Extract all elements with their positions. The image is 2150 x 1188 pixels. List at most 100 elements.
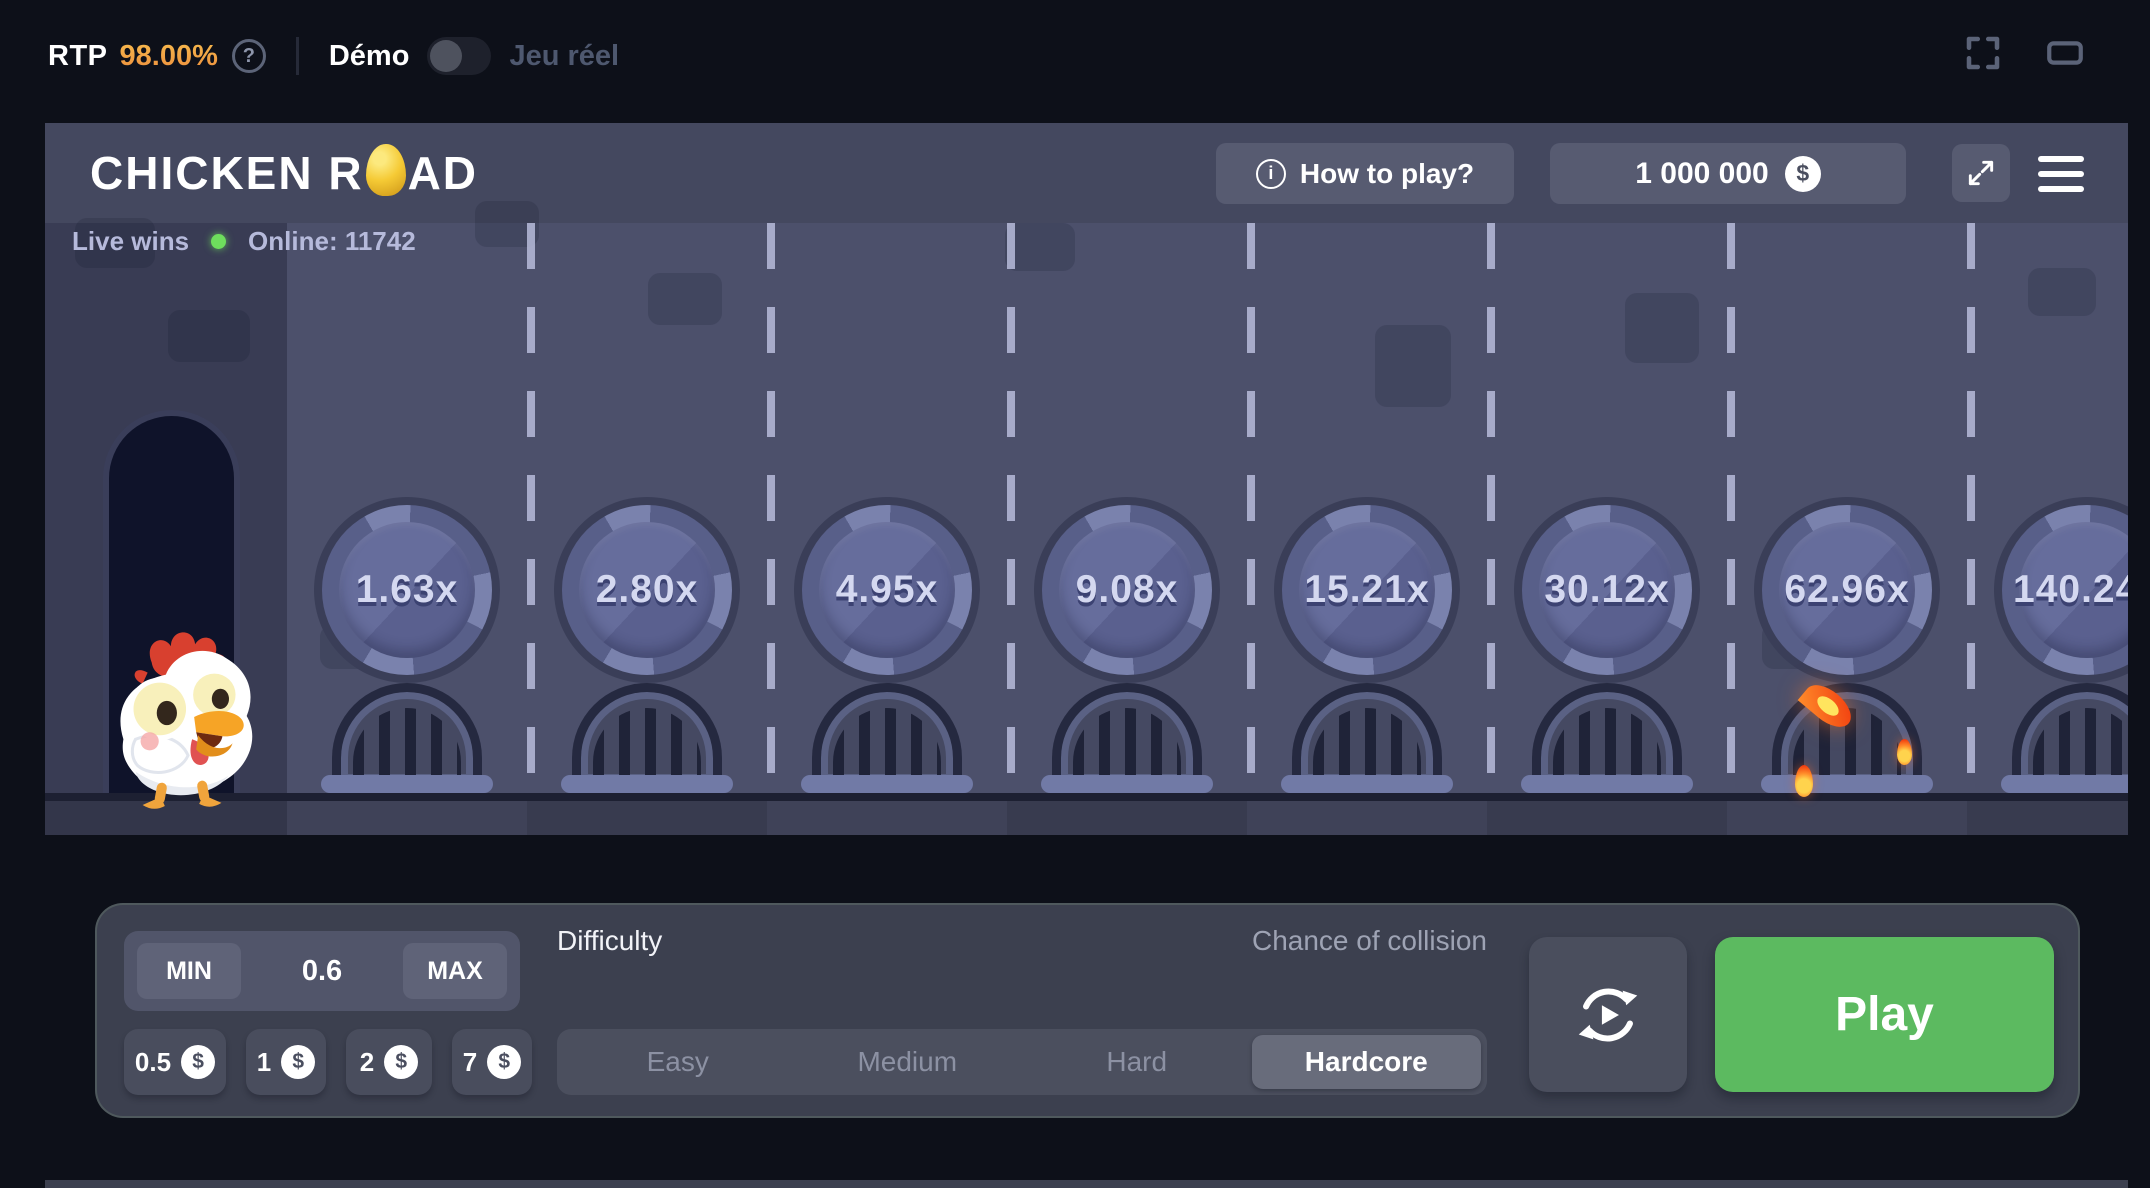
toggle-knob [430,40,463,72]
help-icon[interactable]: ? [231,39,266,73]
dollar-coin-icon: $ [487,1045,522,1079]
multiplier-manhole: 15.21x [1274,497,1460,683]
lane-divider [1487,223,1495,793]
road-patch [1625,293,1699,363]
multiplier-manhole: 9.08x [1034,497,1220,683]
drain-sill [2001,775,2128,793]
lane-3: 4.95x [767,223,1007,793]
multiplier-manhole: 2.80x [554,497,740,683]
quick-bet-2-button[interactable]: 2 $ [346,1029,432,1095]
multiplier-manhole: 4.95x [794,497,980,683]
quick-bet-0.5-button[interactable]: 0.5 $ [124,1029,226,1095]
drain-sill [801,775,973,793]
lane-divider [767,223,775,793]
drain-grate [1292,683,1442,781]
live-wins-label: Live wins [72,226,190,256]
quick-bet-value: 1 [256,1046,272,1077]
real-money-label: Jeu réel [509,39,620,72]
multiplier-manhole: 62.96x [1754,497,1940,683]
lane-divider [1247,223,1255,793]
dollar-coin-icon: $ [181,1045,216,1079]
game-area: CHICKEN R AD i How to play? 1 000 000 $ [45,123,2128,835]
road-patch [168,310,250,362]
online-dot [211,234,227,249]
lane-divider [1967,223,1975,793]
play-button[interactable]: Play [1715,937,2054,1092]
curb-line [45,793,2128,801]
chicken-road-logo: CHICKEN R AD [90,144,478,202]
theater-mode-icon[interactable] [2042,32,2088,74]
egg-icon [365,144,406,196]
fullscreen-icon[interactable] [1962,32,2004,74]
control-panel: 0.6 MIN MAX 0.5 $ 1 $ 2 $ 7 $ Difficulty… [95,903,2080,1118]
multiplier-manhole: 1.63x [314,497,500,683]
how-to-play-button[interactable]: i How to play? [1216,143,1514,204]
road-patch [2028,268,2096,316]
bet-amount-bar: 0.6 MIN MAX [124,931,520,1011]
fire-flame [1897,739,1912,765]
logo-text-right: AD [407,147,479,199]
road-patch [648,273,722,325]
quick-bet-value: 0.5 [134,1046,172,1077]
drain-grate [1532,683,1682,781]
rtp-label: RTP [48,39,108,72]
lane-8: 140.24x [1967,223,2128,793]
lane-6: 30.12x [1487,223,1727,793]
lane-1: 1.63x [287,223,527,793]
difficulty-selector: Easy Medium Hard Hardcore [557,1029,1487,1095]
balance-value: 1 000 000 [1635,156,1769,190]
road-patch [1005,223,1075,271]
multiplier-manhole: 140.24x [1994,497,2128,683]
drain-sill [1281,775,1453,793]
curb-strip [45,801,2128,835]
bottom-section-edge [45,1180,2128,1188]
drain-grate [572,683,722,781]
drain-grate [1052,683,1202,781]
chance-of-collision-label: Chance of collision [1251,925,1487,956]
lane-2: 2.80x [527,223,767,793]
autoplay-button[interactable] [1529,937,1687,1092]
multiplier-value: 15.21x [1304,568,1430,611]
min-bet-button[interactable]: MIN [137,943,241,999]
difficulty-hardcore[interactable]: Hardcore [1251,1035,1481,1089]
quick-bet-value: 7 [462,1046,478,1077]
drain-grate [2012,683,2128,781]
fire-flame [1795,765,1813,797]
lane-7: 62.96x [1727,223,1967,793]
demo-real-toggle[interactable] [427,37,492,75]
lane-divider [1727,223,1735,793]
difficulty-medium[interactable]: Medium [857,1046,958,1077]
expand-button[interactable] [1952,144,2010,202]
max-bet-button[interactable]: MAX [403,943,507,999]
balance-display[interactable]: 1 000 000 $ [1550,143,1906,204]
drain-sill [1041,775,1213,793]
drain-sill [1521,775,1693,793]
quick-bet-1-button[interactable]: 1 $ [246,1029,326,1095]
lane-5: 15.21x [1247,223,1487,793]
lane-divider [527,223,535,793]
road-patch [75,218,155,268]
drain-sill [1761,775,1933,793]
road-patch [1375,325,1451,407]
quick-bet-7-button[interactable]: 7 $ [452,1029,532,1095]
live-status-bar: Live wins Online: 11742 [72,226,416,257]
multiplier-value: 1.63x [355,568,459,611]
drain-grate [332,683,482,781]
difficulty-hard[interactable]: Hard [1106,1046,1168,1077]
how-to-play-label: How to play? [1299,157,1475,189]
bet-value[interactable]: 0.6 [301,954,343,987]
expand-arrows-icon [1968,160,1994,186]
drain-sill [321,775,493,793]
dollar-coin-icon: $ [1784,155,1821,192]
multiplier-value: 140.24x [2013,568,2128,611]
drain-sill [561,775,733,793]
chicken-character [120,632,253,809]
lane-4: 9.08x [1007,223,1247,793]
dollar-coin-icon: $ [281,1045,316,1079]
quick-bet-value: 2 [359,1046,375,1077]
difficulty-easy[interactable]: Easy [646,1046,709,1077]
menu-button[interactable] [2038,156,2084,192]
multiplier-value: 2.80x [595,568,699,611]
drain-grate [1772,683,1922,781]
demo-label: Démo [328,39,410,72]
